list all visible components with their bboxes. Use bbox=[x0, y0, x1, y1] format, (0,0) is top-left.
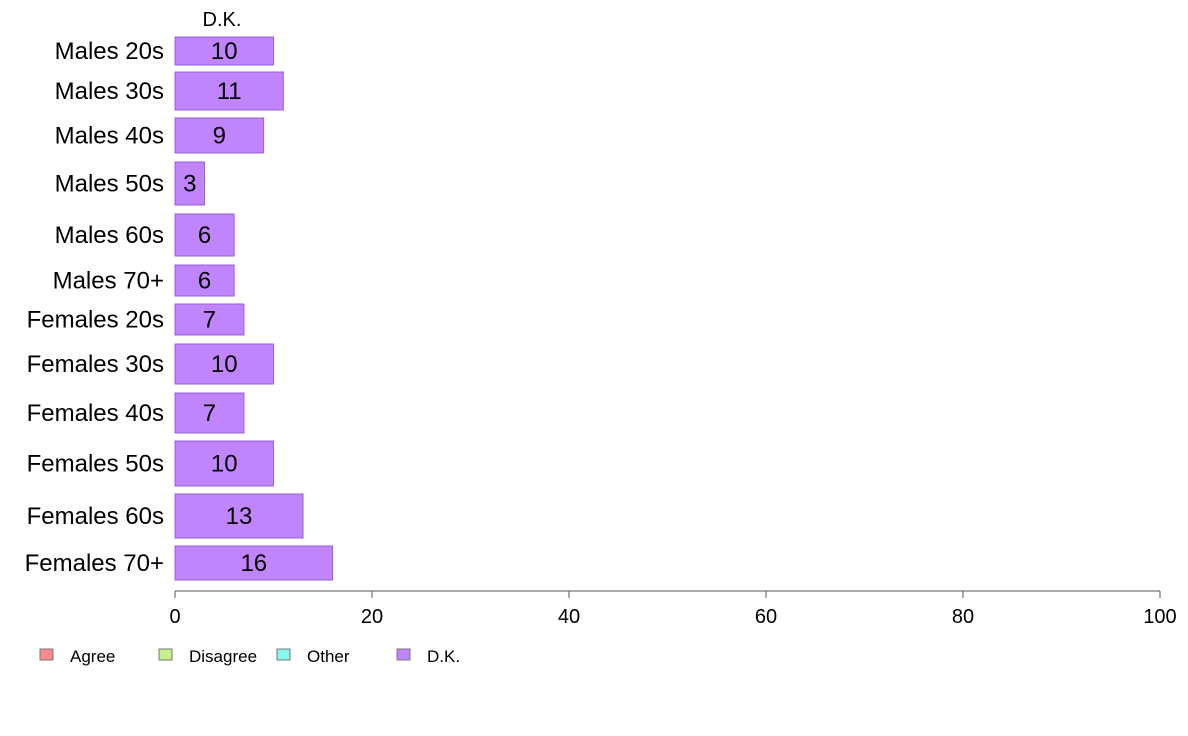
category-label: Females 20s bbox=[27, 307, 164, 334]
x-tick-label: 60 bbox=[755, 606, 777, 628]
data-label: 3 bbox=[183, 171, 196, 198]
legend-label: Disagree bbox=[189, 647, 257, 666]
category-label: Males 20s bbox=[55, 38, 164, 65]
category-label: Females 60s bbox=[27, 503, 164, 530]
bar bbox=[174, 213, 235, 257]
x-axis: 0 20 40 60 80 100 bbox=[169, 590, 1177, 628]
legend-label: D.K. bbox=[427, 647, 460, 666]
bar bbox=[174, 392, 245, 434]
category-label: Males 40s bbox=[55, 123, 164, 150]
bar bbox=[174, 71, 284, 111]
data-label: 10 bbox=[211, 451, 238, 478]
data-label: 11 bbox=[217, 78, 242, 105]
x-tick-label: 40 bbox=[558, 606, 580, 628]
data-label: 6 bbox=[198, 268, 211, 295]
legend-swatch bbox=[39, 648, 54, 661]
bar bbox=[174, 303, 245, 336]
data-label: 7 bbox=[203, 307, 216, 334]
legend-swatch bbox=[276, 648, 291, 661]
bar bbox=[174, 264, 235, 297]
data-label: 10 bbox=[211, 38, 238, 65]
bar bbox=[174, 343, 274, 385]
bar bbox=[174, 36, 274, 66]
category-label: Females 30s bbox=[27, 351, 164, 378]
bars-group: Males 20s 10 Males 30s 11 Males 40s 9 Males 50… bbox=[25, 36, 334, 581]
x-tick-label: 80 bbox=[952, 606, 974, 628]
data-label: 13 bbox=[226, 503, 253, 530]
bar bbox=[174, 545, 334, 581]
bar bbox=[174, 117, 265, 154]
data-label: 9 bbox=[213, 123, 226, 150]
category-label: Females 40s bbox=[27, 400, 164, 427]
legend-label: Agree bbox=[70, 647, 115, 666]
category-label: Males 70+ bbox=[53, 268, 164, 295]
legend-label: Other bbox=[307, 647, 350, 666]
bar bbox=[174, 161, 206, 206]
category-label: Females 50s bbox=[27, 451, 164, 478]
data-label: 10 bbox=[211, 351, 238, 378]
data-label: 16 bbox=[240, 550, 267, 577]
x-tick-label: 100 bbox=[1143, 606, 1176, 628]
bar bbox=[174, 440, 274, 487]
x-tick-label: 0 bbox=[169, 606, 180, 628]
data-label: 6 bbox=[198, 222, 211, 249]
legend-swatch bbox=[158, 648, 173, 661]
series-header: D.K. bbox=[203, 9, 242, 31]
category-label: Females 70+ bbox=[25, 550, 164, 577]
x-tick-label: 20 bbox=[361, 606, 383, 628]
category-label: Males 30s bbox=[55, 78, 164, 105]
data-label: 7 bbox=[203, 400, 216, 427]
bar bbox=[174, 493, 304, 539]
category-label: Males 50s bbox=[55, 171, 164, 198]
legend-swatch bbox=[396, 648, 411, 661]
legend: Agree Disagree Other D.K. bbox=[39, 647, 460, 666]
category-label: Males 60s bbox=[55, 222, 164, 249]
